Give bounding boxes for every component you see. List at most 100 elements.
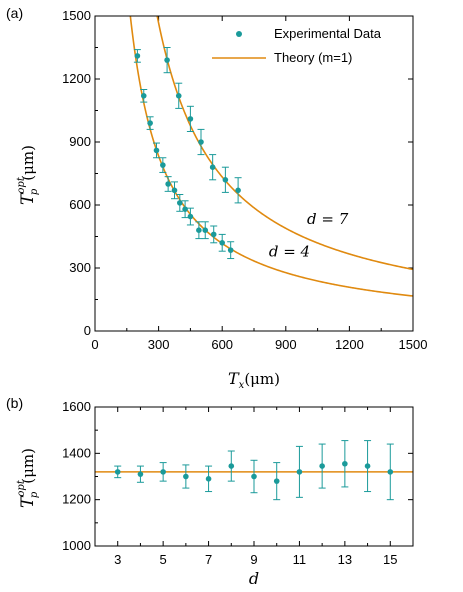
data-point: [152, 142, 160, 159]
data-point: [221, 166, 229, 193]
data-marker: [165, 181, 171, 187]
data-marker: [387, 469, 394, 475]
a-ytick-label: 300: [69, 260, 91, 275]
annotation-d4: d = 4: [269, 242, 310, 260]
data-marker: [205, 476, 212, 482]
b-ytick-label: 1600: [62, 399, 91, 414]
data-marker: [273, 478, 280, 484]
panel-b-xlabel: d: [249, 569, 259, 588]
data-marker: [251, 473, 257, 480]
a-ytick-label: 600: [69, 197, 91, 212]
data-marker: [164, 57, 170, 63]
a-ytick-label: 900: [69, 134, 91, 149]
data-point: [227, 450, 235, 482]
b-xtick-label: 9: [250, 552, 257, 567]
data-marker: [177, 200, 183, 206]
panel-a-xlabel: Tx(μm): [228, 369, 280, 391]
data-marker: [202, 227, 209, 233]
panel-a-ylabel: Topt p(μm): [16, 145, 40, 205]
data-marker: [296, 469, 303, 475]
data-point: [133, 49, 141, 63]
data-marker: [114, 469, 121, 475]
a-xtick-label: 1200: [335, 337, 364, 352]
b-xtick-label: 15: [383, 552, 397, 567]
data-point: [234, 177, 242, 204]
data-marker: [198, 139, 204, 145]
legend-theory-label: Theory (m=1): [274, 50, 352, 65]
data-point: [164, 176, 172, 192]
b-xtick-label: 13: [338, 552, 352, 567]
data-point: [182, 464, 190, 489]
data-marker: [187, 213, 194, 220]
data-marker: [364, 463, 371, 469]
data-point: [175, 82, 183, 109]
data-point: [273, 462, 281, 501]
data-marker: [342, 460, 348, 467]
panel-b-data-points: [114, 440, 394, 501]
data-point: [159, 157, 167, 173]
data-point: [171, 181, 178, 200]
panel-a-axes-frame: [94, 15, 414, 332]
theory-curve-0: [129, 16, 413, 297]
data-marker: [153, 147, 160, 154]
panel-b: (b) 3 5 7 9 11 13 15 1000 1200 1400 1600 Topt p(μm)…: [6, 395, 414, 588]
b-xtick-label: 7: [205, 552, 212, 567]
a-xtick-label: 1500: [399, 337, 428, 352]
panel-b-axes-frame: [94, 406, 414, 547]
b-ytick-label: 1200: [62, 492, 91, 507]
data-point: [163, 47, 171, 74]
a-ytick-label: 1200: [62, 71, 91, 86]
data-marker: [222, 177, 229, 183]
data-point: [227, 241, 235, 260]
legend-data-label: Experimental Data: [274, 26, 382, 41]
data-marker: [219, 240, 225, 246]
theory-curve-1: [156, 16, 413, 271]
b-xtick-label: 5: [160, 552, 167, 567]
legend-data-marker: [236, 31, 242, 37]
data-marker: [140, 93, 147, 99]
a-xtick-label: 900: [275, 337, 297, 352]
data-marker: [228, 463, 235, 469]
data-point: [295, 445, 303, 498]
data-marker: [182, 206, 188, 212]
data-point: [140, 89, 148, 103]
data-marker: [196, 227, 202, 233]
panel-a-theory-curves: [129, 16, 413, 297]
data-point: [176, 194, 184, 212]
data-marker: [160, 162, 166, 168]
data-point: [159, 462, 167, 482]
a-xtick-label: 300: [148, 337, 170, 352]
data-point: [197, 128, 205, 156]
data-point: [341, 440, 349, 488]
data-marker: [175, 93, 182, 99]
a-xtick-label: 0: [91, 337, 98, 352]
b-xtick-label: 3: [114, 552, 121, 567]
data-marker: [183, 473, 189, 480]
data-marker: [171, 187, 178, 194]
data-point: [364, 440, 372, 493]
a-ytick-label: 0: [84, 323, 91, 338]
data-marker: [210, 231, 217, 238]
data-point: [218, 233, 226, 252]
data-point: [250, 459, 258, 494]
panel-b-label: (b): [6, 395, 23, 411]
data-marker: [209, 164, 216, 170]
data-point: [195, 221, 203, 240]
data-marker: [187, 116, 194, 122]
panel-b-ylabel: Topt p(μm): [16, 448, 40, 508]
data-point: [201, 221, 209, 240]
panel-a-ticks: 0 300 600 900 1200 1500 0 300 600 900 1200 1500: [62, 8, 427, 352]
data-marker: [235, 187, 241, 194]
annotation-d7: d = 7: [307, 210, 349, 228]
data-point: [209, 154, 217, 181]
data-point: [386, 443, 394, 501]
panel-a-label: (a): [6, 5, 23, 21]
a-xtick-label: 600: [211, 337, 233, 352]
data-marker: [137, 471, 144, 477]
data-point: [210, 225, 218, 244]
data-marker: [227, 247, 234, 253]
data-marker: [134, 53, 141, 59]
data-point: [186, 207, 194, 226]
b-ytick-label: 1000: [62, 538, 91, 553]
